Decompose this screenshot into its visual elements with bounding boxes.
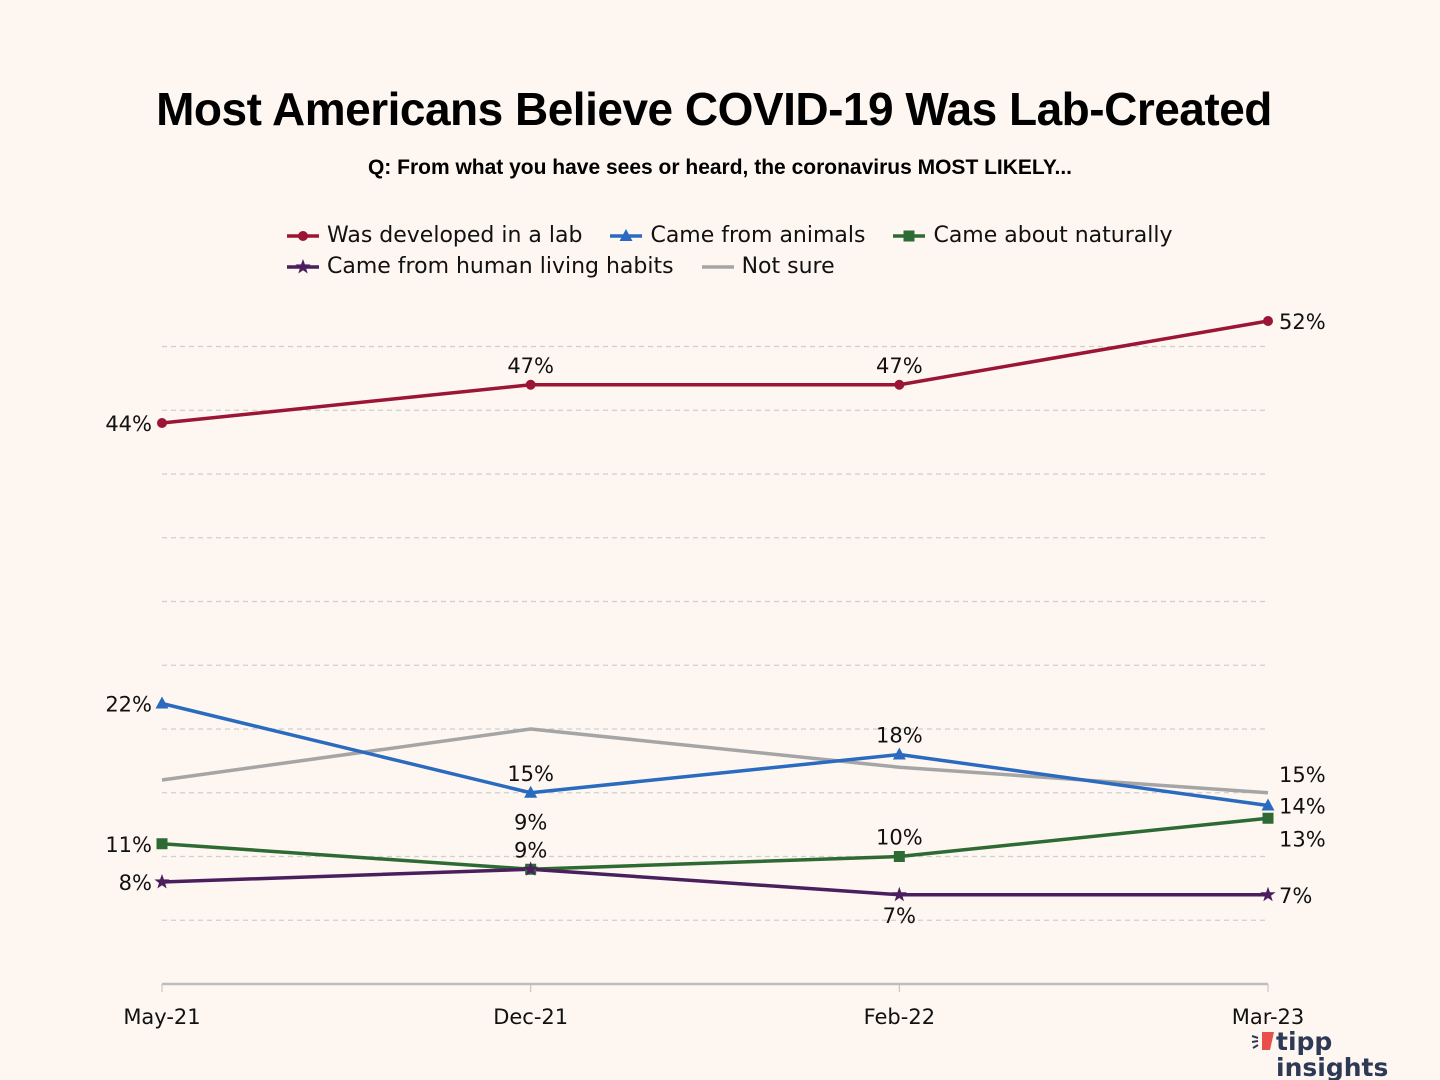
series-line-came-from-human-living-habits [161, 867, 1268, 897]
logo-text-insights: insights [1276, 1053, 1388, 1080]
legend-symbol-square [893, 230, 926, 241]
data-label: 13% [1279, 827, 1326, 851]
data-point-marker [154, 874, 170, 889]
data-point-marker [1260, 886, 1276, 902]
legend: Was developed in a lab Came from animals… [285, 220, 1245, 282]
legend-marker [298, 230, 308, 241]
data-label: 15% [1279, 763, 1326, 787]
data-point-marker [525, 379, 536, 390]
legend-item-animals: Came from animals [608, 223, 865, 248]
data-point-marker [1262, 812, 1274, 824]
data-label: 44% [105, 412, 152, 436]
data-label: 18% [876, 724, 923, 748]
series-line-was-developed-in-a-lab [161, 319, 1269, 425]
x-tick-label: Mar-23 [1232, 1005, 1305, 1029]
data-label: 9% [514, 838, 547, 862]
logo-text-tipp: tipp [1276, 1027, 1332, 1056]
data-label: 14% [1279, 795, 1326, 819]
series-line-came-from-animals [161, 701, 1269, 808]
data-label: 8% [119, 871, 152, 895]
data-point-marker [1263, 316, 1273, 326]
data-point-marker [156, 838, 168, 850]
chart-title: Most Americans Believe COVID-19 Was Lab-… [156, 83, 1272, 135]
data-point-marker [157, 418, 167, 428]
legend-marker [903, 230, 915, 241]
legend-item-lab: Was developed in a lab [285, 223, 582, 248]
data-point-marker [155, 696, 169, 709]
legend-label: Not sure [741, 254, 835, 279]
data-label: 11% [105, 833, 152, 857]
data-label: 22% [105, 693, 152, 717]
legend-marker [295, 258, 311, 273]
x-tick-label: Dec-21 [493, 1005, 568, 1029]
data-label: 10% [876, 826, 923, 850]
x-tick-label: May-21 [123, 1005, 200, 1029]
legend-label: Came about naturally [933, 223, 1173, 248]
data-point-marker [894, 379, 905, 390]
data-point-marker [893, 851, 905, 862]
data-label: 52% [1279, 310, 1326, 334]
data-label: 15% [507, 762, 554, 786]
chart-subtitle: Q: From what you have sees or heard, the… [367, 156, 1073, 179]
data-label: 47% [876, 354, 923, 378]
legend-item-human-habits: Came from human living habits [285, 254, 674, 279]
legend-symbol-circle [287, 230, 319, 241]
legend-symbol-star [287, 258, 319, 273]
tipp-insights-logo: tipp insights [1251, 1027, 1388, 1080]
legend-item-naturally: Came about naturally [891, 223, 1173, 248]
logo-mark-icon [1251, 1032, 1274, 1050]
data-label: 9% [514, 810, 547, 834]
legend-label: Came from human living habits [327, 254, 674, 279]
data-label: 7% [1279, 884, 1312, 908]
data-label: 47% [507, 354, 554, 378]
legend-label: Was developed in a lab [327, 223, 583, 248]
legend-item-not-sure: Not sure [700, 254, 835, 279]
data-point-marker [524, 785, 538, 798]
data-point-marker [1261, 798, 1275, 811]
legend-symbol-line [701, 264, 734, 269]
series-line-came-about-naturally [161, 816, 1269, 871]
data-point-marker [892, 747, 906, 760]
x-tick-label: Feb-22 [864, 1005, 935, 1029]
legend-marker [619, 228, 633, 241]
data-label: 7% [883, 904, 916, 928]
legend-symbol-triangle [610, 228, 643, 241]
data-point-marker [523, 861, 539, 876]
data-point-marker [891, 886, 907, 902]
legend-label: Came from animals [650, 223, 866, 248]
